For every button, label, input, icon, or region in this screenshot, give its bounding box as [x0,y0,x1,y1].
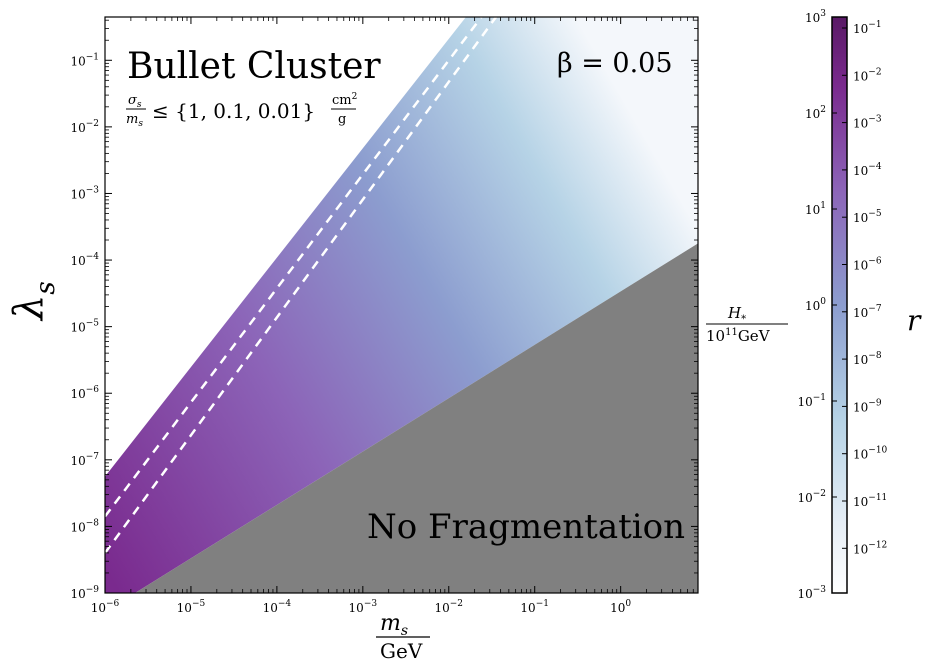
y-tick-label: 10−4 [70,252,99,268]
unit-g: g [338,112,346,127]
svg-text:λs: λs [6,281,61,322]
cross-section-value: ≤ {1, 0.1, 0.01} [152,99,315,123]
x-tick-label: 10−4 [263,599,292,615]
y-tick-label: 10−7 [70,452,99,468]
colorbar-h-tick-label: 101 [805,201,826,217]
colorbar-h-tick-label: 100 [805,297,826,313]
svg-text:1011GeV: 1011GeV [706,327,771,345]
y-tick-label: 10−1 [70,52,99,68]
y-tick-label: 10−8 [70,518,99,534]
mass-sub: s [138,119,143,129]
bullet-cluster-title: Bullet Cluster [127,46,381,87]
colorbar-r-tick-label: 10−4 [853,162,882,178]
bullet-cluster-dashed-line-1 [105,17,483,518]
mass-symbol: m [126,112,138,127]
y-axis-label: λs [6,281,61,322]
colorbar-r-tick-label: 10−6 [853,257,882,273]
colorbar-h-ticks: 103 102 101 100 10−1 10−2 10−3 [797,9,837,601]
plot-frame [104,16,699,594]
x-tick-label: 100 [610,599,631,615]
colorbar-h-tick-label: 10−2 [797,489,826,505]
allowed-region [105,17,698,593]
x-axis-label: ms GeV [376,611,430,662]
colorbar-r-tick-label: 10−1 [853,20,882,36]
colorbar-r-tick-label: 10−11 [853,493,887,509]
colorbar-h-tick-label: 103 [805,9,826,25]
svg-text:ms: ms [380,611,408,639]
x-axis-ticks: 10−6 10−5 10−4 10−3 10−2 10−1 100 [91,17,694,615]
y-axis-ticks: 10−9 10−8 10−7 10−6 10−5 10−4 10−3 10−2 10−1 [70,19,698,601]
y-tick-label: 10−2 [70,119,99,135]
no-fragmentation-label: No Fragmentation [367,507,685,547]
y-tick-label: 10−6 [70,385,99,401]
colorbar-r-tick-label: 10−2 [853,67,882,83]
y-tick-label: 10−5 [70,319,99,335]
colorbar-r-tick-label: 10−12 [853,540,887,556]
sigma-sub: s [137,100,142,110]
no-fragmentation-region [135,243,698,593]
svg-text:cm2: cm2 [332,92,357,108]
x-tick-label: 10−2 [434,599,463,615]
svg-text:σs: σs [128,93,142,110]
x-tick-label: 10−3 [349,599,378,615]
colorbar-h-label: H* 1011GeV [706,304,788,345]
cross-section-constraint: σs ms ≤ {1, 0.1, 0.01} cm2 g [126,92,357,129]
x-tick-label: 10−5 [177,599,206,615]
unit-cm: cm [332,93,352,108]
colorbar-r-tick-label: 10−9 [853,398,882,414]
svg-text:H*: H* [727,304,746,325]
sigma-symbol: σ [128,93,138,108]
x-tick-label: 10−6 [91,599,120,615]
bullet-cluster-dashed-line-2 [105,17,498,554]
colorbar-r-tick-label: 10−3 [853,115,882,131]
x-tick-label: 10−1 [520,599,549,615]
svg-text:GeV: GeV [380,639,423,662]
y-tick-label: 10−9 [70,585,99,601]
y-tick-label: 10−3 [70,185,99,201]
svg-text:ms: ms [126,112,143,129]
unit-cm-sup: 2 [352,92,358,102]
colorbar-h-tick-label: 10−1 [797,393,826,409]
colorbar-r-tick-label: 10−8 [853,351,882,367]
colorbar-r-tick-label: 10−10 [853,446,888,462]
colorbar-r-tick-label: 10−7 [853,304,882,320]
colorbar-h-tick-label: 10−3 [797,585,826,601]
colorbar-h-tick-label: 102 [805,105,826,121]
colorbar-r-ticks: 10−1 10−2 10−3 10−4 10−5 10−6 10−7 10−8 10−9 10−1… [842,20,888,556]
colorbar-r-label: r [907,304,922,337]
colorbar-r-tick-label: 10−5 [853,209,882,225]
beta-label: β = 0.05 [557,48,673,79]
